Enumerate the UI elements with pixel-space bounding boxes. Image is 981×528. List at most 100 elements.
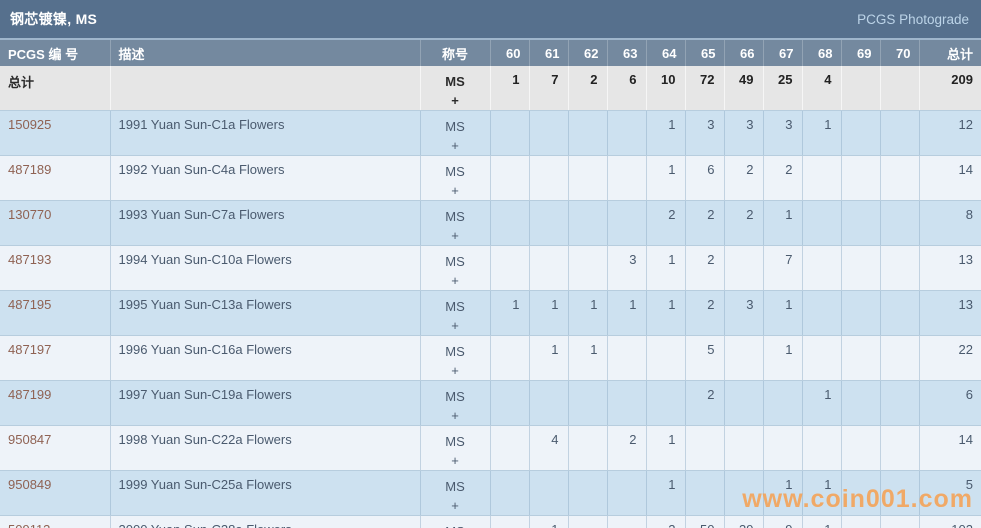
pcgs-number-link[interactable]: 150925: [8, 117, 52, 132]
grade-count-67: [762, 380, 802, 426]
coin-description: 1992 Yuan Sun-C4a Flowers: [109, 155, 420, 201]
grade-count-66: [723, 470, 763, 516]
grade-count-62: [567, 155, 607, 201]
grade-count-62: [567, 470, 607, 516]
col-header-grade-66: 66: [723, 38, 763, 66]
grade-count-70: [879, 110, 919, 156]
grade-count-66: 39: [723, 515, 763, 528]
row-total: 12: [918, 110, 981, 156]
pcgs-number-link[interactable]: 509113: [8, 522, 50, 528]
col-header-grade-65: 65: [684, 38, 724, 66]
grade-count-70: [879, 515, 919, 528]
grade-count-65: 6: [684, 155, 724, 201]
grade-count-60: [489, 515, 529, 528]
grade-count-64: 2: [645, 515, 685, 528]
totals-count-60: 1: [489, 66, 529, 111]
grade-count-69: [840, 515, 880, 528]
pcgs-photograde-link[interactable]: PCGS Photograde: [857, 11, 969, 27]
grade-count-67: 1: [762, 200, 802, 246]
pcgs-number-link[interactable]: 487189: [8, 162, 52, 177]
grade-count-62: [567, 425, 607, 471]
designation-cell: MS+: [419, 335, 490, 381]
designation-cell: MS+: [419, 515, 490, 528]
totals-count-62: 2: [567, 66, 607, 111]
grade-count-70: [879, 470, 919, 516]
pcgs-number-link[interactable]: 487193: [8, 252, 52, 267]
grade-count-67: 7: [762, 245, 802, 291]
page-title: 钢芯镀镍, MS: [10, 11, 98, 27]
grade-count-60: 1: [489, 290, 529, 336]
grade-count-65: 3: [684, 110, 724, 156]
pcgs-number-cell: 487197: [0, 335, 110, 381]
coin-description: 1999 Yuan Sun-C25a Flowers: [109, 470, 420, 516]
grade-count-63: 2: [606, 425, 646, 471]
pcgs-number-link[interactable]: 130770: [8, 207, 52, 222]
grade-count-64: 1: [645, 110, 685, 156]
grade-count-66: [723, 380, 763, 426]
pcgs-number-cell: 150925: [0, 110, 110, 156]
grade-count-64: 2: [645, 200, 685, 246]
totals-count-69: [840, 66, 880, 111]
grade-count-63: [606, 515, 646, 528]
grade-count-61: [528, 110, 568, 156]
grade-count-61: 1: [528, 335, 568, 381]
pcgs-number-cell: 950849: [0, 470, 110, 516]
table-row: 950847 1998 Yuan Sun-C22a Flowers MS + 4 2 1 14: [0, 425, 981, 471]
totals-label: 总计: [0, 66, 110, 111]
coin-description: 1993 Yuan Sun-C7a Flowers: [109, 200, 420, 246]
designation-ms: MS: [445, 74, 465, 89]
grade-count-70: [879, 290, 919, 336]
pcgs-number-link[interactable]: 950847: [8, 432, 52, 447]
table-row: 150925 1991 Yuan Sun-C1a Flowers MS +1 3 3 3 1 1…: [0, 110, 981, 156]
grade-count-66: [723, 425, 763, 471]
col-header-grade-68: 68: [801, 38, 841, 66]
grade-count-63: 3: [606, 245, 646, 291]
totals-count-67: 25: [762, 66, 802, 111]
designation-plus: +: [451, 93, 459, 108]
col-header-grade-62: 62: [567, 38, 607, 66]
pcgs-number-link[interactable]: 950849: [8, 477, 52, 492]
grade-count-62: [567, 110, 607, 156]
totals-count-68: 4: [801, 66, 841, 111]
table-row: 487197 1996 Yuan Sun-C16a Flowers MS +1 1 5 1 2…: [0, 335, 981, 381]
coin-description: 1997 Yuan Sun-C19a Flowers: [109, 380, 420, 426]
row-total: 8: [918, 200, 981, 246]
coin-description: 1991 Yuan Sun-C1a Flowers: [109, 110, 420, 156]
grade-count-62: [567, 380, 607, 426]
col-header-total: 总计: [918, 38, 981, 66]
designation-cell: MS+: [419, 380, 490, 426]
table-row: 487193 1994 Yuan Sun-C10a Flowers MS + 3 1 2 7 1…: [0, 245, 981, 291]
pcgs-number-link[interactable]: 487197: [8, 342, 52, 357]
row-total: 14: [918, 155, 981, 201]
grade-count-60: [489, 425, 529, 471]
grade-count-65: 2: [684, 245, 724, 291]
grade-count-65: 50: [684, 515, 724, 528]
grade-count-62: 1: [567, 290, 607, 336]
col-header-grade-69: 69: [840, 38, 880, 66]
grade-count-66: 3: [723, 290, 763, 336]
pcgs-number-cell: 130770: [0, 200, 110, 246]
pcgs-number-cell: 509113: [0, 515, 110, 528]
grade-count-70: [879, 200, 919, 246]
designation-cell: MS+: [419, 200, 490, 246]
totals-row: 总计 MS + 1 7 2 6 10 72 49 25 4 209: [0, 66, 981, 111]
pcgs-number-cell: 487199: [0, 380, 110, 426]
grade-count-64: 1: [645, 245, 685, 291]
col-header-description: 描述: [109, 38, 420, 66]
pcgs-number-link[interactable]: 487195: [8, 297, 52, 312]
grade-count-64: [645, 380, 685, 426]
grade-count-66: 2: [723, 200, 763, 246]
grade-count-63: [606, 335, 646, 381]
col-header-grade-70: 70: [879, 38, 919, 66]
grade-count-63: [606, 380, 646, 426]
grade-count-65: 2: [684, 290, 724, 336]
grade-count-68: 1: [801, 470, 841, 516]
totals-count-64: 10: [645, 66, 685, 111]
row-total: 14: [918, 425, 981, 471]
column-header-row: PCGS 编 号 描述 称号 60 61 62 63 64 65 66 67 68 69 70 总计: [0, 38, 981, 66]
grade-count-61: [528, 470, 568, 516]
row-total: 5: [918, 470, 981, 516]
totals-count-65: 72: [684, 66, 724, 111]
pcgs-number-link[interactable]: 487199: [8, 387, 52, 402]
totals-count-63: 6: [606, 66, 646, 111]
